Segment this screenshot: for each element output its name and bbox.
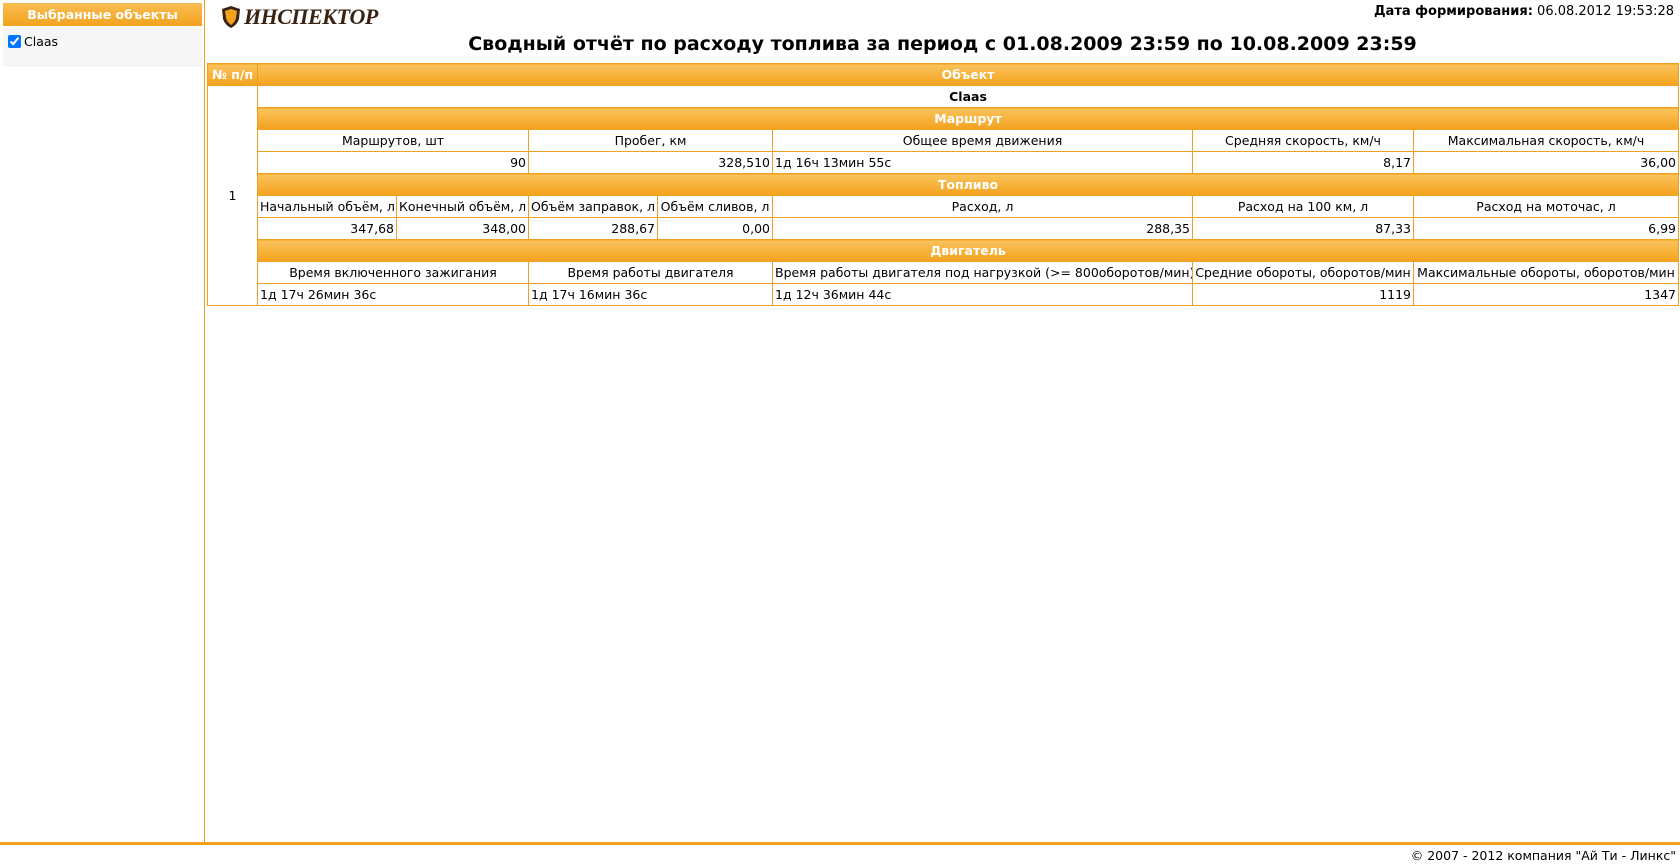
- column-header: Пробег, км: [528, 129, 773, 152]
- value-cell: 348,00: [396, 217, 529, 240]
- object-label: Claas: [24, 34, 59, 49]
- value-cell: 0,00: [657, 217, 773, 240]
- column-header: Начальный объём, л: [257, 195, 397, 218]
- column-header: Расход на 100 км, л: [1192, 195, 1414, 218]
- column-header: Время работы двигателя под нагрузкой (>=…: [772, 261, 1193, 284]
- column-header: Время включенного зажигания: [257, 261, 529, 284]
- value-cell: 1д 17ч 16мин 36с: [528, 283, 773, 306]
- column-header: Объём сливов, л: [657, 195, 773, 218]
- header-cell: № п/п: [207, 63, 258, 86]
- column-header: Средние обороты, оборотов/мин: [1192, 261, 1414, 284]
- column-header: Конечный объём, л: [396, 195, 529, 218]
- object-item[interactable]: Claas: [8, 34, 58, 49]
- logo: ИНСПЕКТОР: [221, 4, 378, 30]
- report-date: Дата формирования: 06.08.2012 19:53:28: [1374, 4, 1674, 19]
- sidebar: Выбранные объекты Claas: [0, 0, 205, 842]
- value-cell: 1347: [1413, 283, 1679, 306]
- column-header: Расход на моточас, л: [1413, 195, 1679, 218]
- value-cell: 6,99: [1413, 217, 1679, 240]
- column-header: Расход, л: [772, 195, 1193, 218]
- column-header: Максимальные обороты, оборотов/мин: [1413, 261, 1679, 284]
- value-cell: 1119: [1192, 283, 1414, 306]
- column-header: Объём заправок, л: [528, 195, 658, 218]
- value-cell: 1д 16ч 13мин 55с: [772, 151, 1193, 174]
- logo-text: ИНСПЕКТОР: [244, 4, 378, 29]
- object-list: Claas: [3, 27, 202, 67]
- value-cell: 87,33: [1192, 217, 1414, 240]
- value-cell: 8,17: [1192, 151, 1414, 174]
- value-cell: 90: [257, 151, 529, 174]
- section-title: Маршрут: [257, 107, 1679, 130]
- value-cell: 1д 12ч 36мин 44с: [772, 283, 1193, 306]
- column-header: Маршрутов, шт: [257, 129, 529, 152]
- column-header: Средняя скорость, км/ч: [1192, 129, 1414, 152]
- section-title: Двигатель: [257, 239, 1679, 262]
- section-title: Топливо: [257, 173, 1679, 196]
- column-header: Время работы двигателя: [528, 261, 773, 284]
- footer-line: [0, 842, 1680, 845]
- object-name: Claas: [257, 85, 1679, 108]
- column-header: Максимальная скорость, км/ч: [1413, 129, 1679, 152]
- value-cell: 36,00: [1413, 151, 1679, 174]
- value-cell: 328,510: [528, 151, 773, 174]
- date-value: 06.08.2012 19:53:28: [1537, 4, 1674, 19]
- sidebar-title: Выбранные объекты: [3, 3, 202, 26]
- header-cell: Объект: [257, 63, 1679, 86]
- value-cell: 347,68: [257, 217, 397, 240]
- date-label: Дата формирования:: [1373, 4, 1533, 19]
- value-cell: 288,35: [772, 217, 1193, 240]
- value-cell: 1д 17ч 26мин 36с: [257, 283, 529, 306]
- footer: © 2007 - 2012 компания "Ай Ти - Линкс": [1410, 848, 1676, 863]
- row-number: 1: [207, 85, 258, 306]
- value-cell: 288,67: [528, 217, 658, 240]
- column-header: Общее время движения: [772, 129, 1193, 152]
- report-title: Сводный отчёт по расходу топлива за пери…: [468, 33, 1417, 55]
- report-table: № п/п Объект 1 Claas Маршрут Маршрутов, шт…: [207, 63, 1679, 306]
- logo-shield: [222, 6, 240, 28]
- object-checkbox[interactable]: [8, 35, 21, 48]
